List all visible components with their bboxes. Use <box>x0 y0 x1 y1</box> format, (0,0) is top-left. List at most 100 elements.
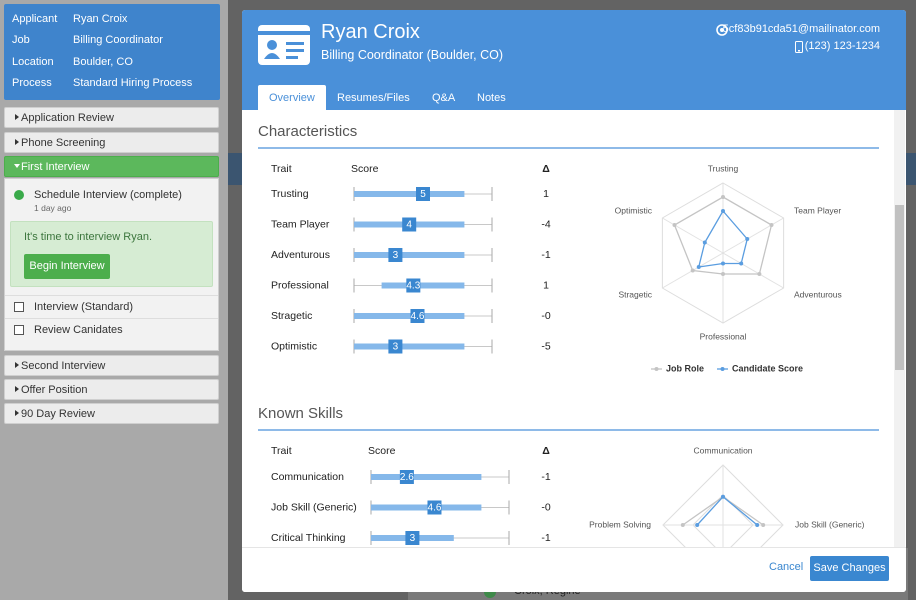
legend-dot <box>654 367 659 371</box>
stage-header[interactable]: Application Review <box>4 107 219 128</box>
score-marker <box>427 500 442 515</box>
phone-icon <box>795 41 803 53</box>
delta: -0 <box>541 501 550 513</box>
radar-axis-label: Professional <box>700 331 747 341</box>
stage-name: 90 Day Review <box>21 408 95 420</box>
info-value: Standard Hiring Process <box>73 76 193 89</box>
score-label: 3 <box>393 342 399 353</box>
score-marker <box>388 248 403 262</box>
trait-name: Adventurous <box>271 249 330 261</box>
score-label: 3 <box>410 533 416 544</box>
column-header: Δ <box>542 445 550 457</box>
delta: -1 <box>541 249 550 261</box>
radar-point <box>721 494 725 499</box>
radar-point <box>721 209 725 213</box>
task-separator <box>5 318 218 319</box>
caret <box>15 362 19 368</box>
stage-name: Phone Screening <box>21 137 106 149</box>
score-label: 4.3 <box>406 281 420 292</box>
score-label: 4.6 <box>411 311 425 322</box>
column-header: Trait <box>271 445 292 457</box>
score-marker <box>399 470 414 484</box>
radar-spoke <box>662 217 724 254</box>
delta: -4 <box>541 218 550 230</box>
delta: 1 <box>543 279 549 291</box>
score-marker <box>405 531 420 545</box>
score-label: 3 <box>393 250 399 261</box>
trait-name: Trusting <box>271 188 309 200</box>
job-role-range <box>371 474 482 480</box>
radar-axis-label: Adventurous <box>794 289 842 299</box>
radar-axis-label: Problem Solving <box>589 519 651 529</box>
radar-point <box>690 268 695 273</box>
task-time: 1 day ago <box>34 203 72 213</box>
score-marker <box>410 309 425 323</box>
radar-point <box>680 523 685 527</box>
trait-name: Job Skill (Generic) <box>271 501 357 513</box>
tab[interactable]: Q&A <box>432 92 456 104</box>
info-value: Ryan Croix <box>73 13 128 25</box>
delta: -1 <box>541 532 550 544</box>
score-label: 4 <box>406 220 412 231</box>
stage-name: Application Review <box>21 112 114 124</box>
job-role-range <box>381 282 465 289</box>
info-label: Applicant <box>12 13 58 25</box>
caret <box>14 164 20 168</box>
tab[interactable]: Resumes/Files <box>337 92 410 104</box>
trait-name: Communication <box>271 471 344 483</box>
stage-name: Offer Position <box>21 384 88 396</box>
score-marker <box>416 187 430 201</box>
email-icon <box>716 24 728 36</box>
radar-point <box>761 523 766 527</box>
trait-name: Team Player <box>271 218 330 230</box>
radar-point <box>672 223 677 227</box>
tab[interactable]: Notes <box>477 92 506 104</box>
delta: -0 <box>541 310 550 322</box>
tab-active[interactable]: Overview <box>258 85 326 110</box>
radar-point <box>769 223 774 227</box>
info-label: Job <box>12 34 30 47</box>
scrollbar-thumb[interactable] <box>895 205 904 370</box>
task-todo: Interview (Standard) <box>34 301 134 313</box>
cancel-button[interactable]: Cancel <box>769 561 804 573</box>
applicant-name: Ryan Croix <box>321 21 420 43</box>
column-header: Trait <box>271 163 292 175</box>
legend-dot <box>720 367 725 371</box>
info-label: Process <box>12 76 52 89</box>
radar-point <box>739 261 744 266</box>
complete-icon <box>14 190 24 200</box>
legend-label: Job Role <box>666 363 704 373</box>
save-changes-button[interactable]: Save Changes <box>810 556 889 581</box>
stage-header[interactable]: Offer Position <box>4 379 219 400</box>
section-title: Known Skills <box>258 405 343 422</box>
stage-header[interactable]: Phone Screening <box>4 132 219 153</box>
callout: It's time to interview Ryan. Begin Interv… <box>10 221 213 287</box>
applicant-phone: (123) 123-1234 <box>804 40 880 52</box>
info-box <box>4 4 220 100</box>
delta: 1 <box>543 188 549 200</box>
delta: -5 <box>541 340 550 352</box>
score-marker <box>388 339 403 354</box>
radar-axis-label: Optimistic <box>615 205 653 215</box>
column-header: Score <box>351 163 379 175</box>
task-separator <box>5 295 218 296</box>
stage-panel: Schedule Interview (complete) 1 day ago It… <box>4 178 219 351</box>
checkbox[interactable] <box>14 325 24 335</box>
score-marker <box>406 278 421 293</box>
stage-header-active[interactable]: First Interview <box>4 156 219 177</box>
score-label: 2.6 <box>400 472 414 483</box>
stage-header[interactable]: 90 Day Review <box>4 403 219 424</box>
stage-header[interactable]: Second Interview <box>4 355 219 376</box>
begin-interview-button[interactable]: Begin Interview <box>24 254 110 279</box>
radar-point <box>721 272 725 276</box>
radar-point <box>721 195 725 199</box>
info-label: Location <box>12 55 54 68</box>
radar-spoke <box>722 217 784 254</box>
section-title: Characteristics <box>258 123 357 140</box>
task-done: Schedule Interview (complete) <box>34 189 182 201</box>
radar-axis-label: Job Skill (Generic) <box>795 519 865 529</box>
radar-point <box>745 237 750 241</box>
radar-axis-label: Team Player <box>794 205 841 215</box>
checkbox[interactable] <box>14 302 24 312</box>
modal-footer <box>242 547 906 592</box>
